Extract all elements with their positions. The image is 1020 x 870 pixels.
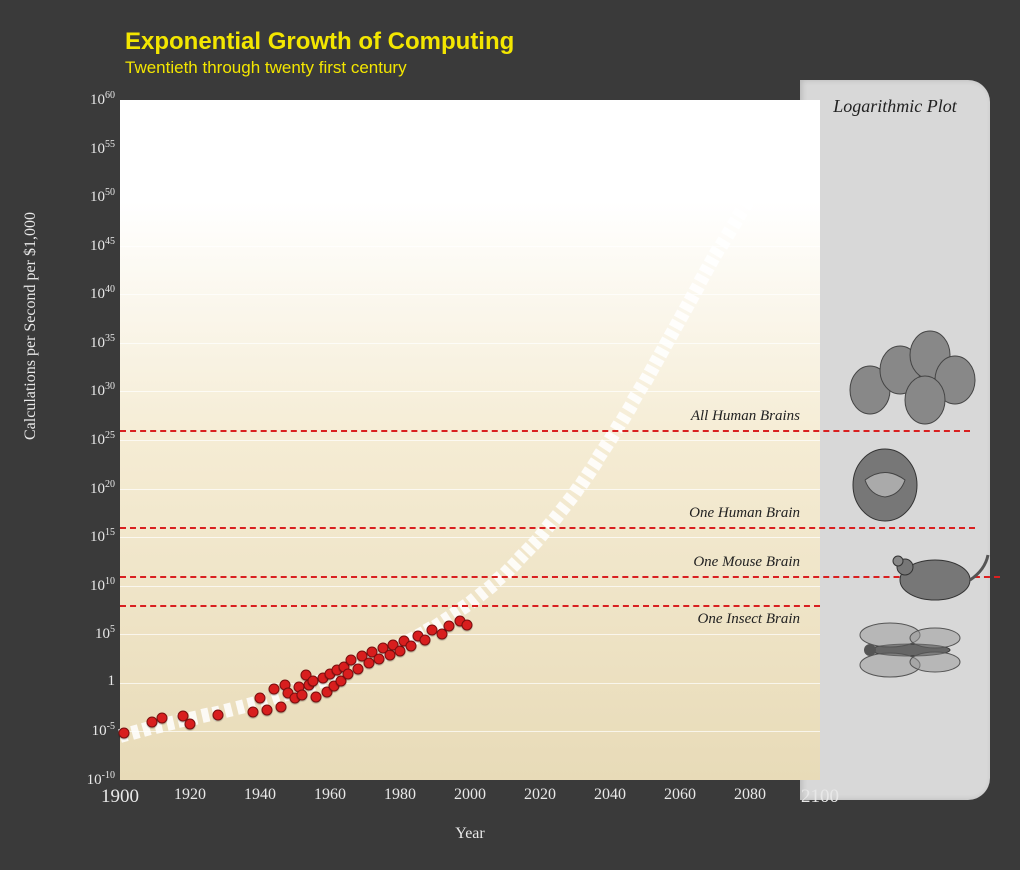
y-axis-label: Calculations per Second per $1,000 [22, 212, 40, 440]
y-tick-label: 1 [60, 673, 115, 690]
y-tick-label: 1055 [60, 139, 115, 158]
gridline [120, 343, 820, 344]
y-tick-label: 1060 [60, 90, 115, 109]
data-point [405, 640, 416, 651]
data-point [363, 658, 374, 669]
y-tick-label: 1015 [60, 527, 115, 546]
data-point [444, 620, 455, 631]
data-point [185, 718, 196, 729]
data-point [297, 689, 308, 700]
y-tick-label: 10-5 [60, 721, 115, 740]
reference-line [120, 527, 975, 529]
data-point [353, 664, 364, 675]
x-tick-label: 1940 [244, 786, 276, 804]
gridline [120, 489, 820, 490]
x-tick-label: 2020 [524, 786, 556, 804]
data-point [311, 692, 322, 703]
reference-label: All Human Brains [691, 408, 800, 425]
data-point [146, 716, 157, 727]
x-tick-label: 1960 [314, 786, 346, 804]
y-tick-label: 1045 [60, 236, 115, 255]
y-tick-label: 1050 [60, 187, 115, 206]
mouse-icon [880, 545, 990, 605]
x-tick-label: 2040 [594, 786, 626, 804]
reference-line [120, 576, 1000, 578]
y-tick-label: 1030 [60, 381, 115, 400]
gridline [120, 440, 820, 441]
x-tick-label: 2000 [454, 786, 486, 804]
gridline [120, 294, 820, 295]
data-point [262, 705, 273, 716]
human-brain-icon [840, 445, 930, 525]
x-tick-label: 2080 [734, 786, 766, 804]
gridline [120, 731, 820, 732]
right-panel: Logarithmic Plot [800, 80, 990, 800]
reference-label: One Insect Brain [698, 611, 800, 628]
x-tick-label: 1920 [174, 786, 206, 804]
gridline [120, 197, 820, 198]
data-point [384, 649, 395, 660]
reference-line [120, 430, 970, 432]
data-point [395, 645, 406, 656]
human-brains-icon [830, 310, 990, 430]
gridline [120, 586, 820, 587]
data-point [276, 702, 287, 713]
y-tick-label: 1040 [60, 284, 115, 303]
data-point [269, 683, 280, 694]
reference-label: One Human Brain [689, 505, 800, 522]
data-point [426, 625, 437, 636]
gridline [120, 391, 820, 392]
reference-label: One Mouse Brain [693, 554, 800, 571]
insect-icon [850, 610, 980, 690]
reference-line [120, 605, 820, 607]
x-tick-label: 1900 [101, 786, 139, 808]
data-point [419, 635, 430, 646]
x-tick-label: 2100 [801, 786, 839, 808]
gridline [120, 537, 820, 538]
x-tick-label: 2060 [664, 786, 696, 804]
y-tick-label: 1025 [60, 430, 115, 449]
data-point [342, 669, 353, 680]
data-point [307, 675, 318, 686]
x-axis-label: Year [120, 825, 820, 843]
data-point [374, 653, 385, 664]
chart-subtitle: Twentieth through twenty first century [125, 58, 514, 78]
y-tick-label: 1020 [60, 479, 115, 498]
data-point [255, 693, 266, 704]
data-point [461, 619, 472, 630]
y-tick-label: 105 [60, 624, 115, 643]
data-point [118, 728, 129, 739]
data-point [213, 709, 224, 720]
data-point [157, 712, 168, 723]
gridline [120, 149, 820, 150]
plot-area: All Human Brains One Human Brain One Mouse… [120, 100, 820, 780]
x-tick-label: 1980 [384, 786, 416, 804]
gridline [120, 634, 820, 635]
chart-title: Exponential Growth of Computing [125, 28, 514, 56]
y-tick-label: 1010 [60, 576, 115, 595]
data-point [248, 707, 259, 718]
gridline [120, 683, 820, 684]
right-panel-label: Logarithmic Plot [800, 96, 990, 117]
y-tick-label: 1035 [60, 333, 115, 352]
